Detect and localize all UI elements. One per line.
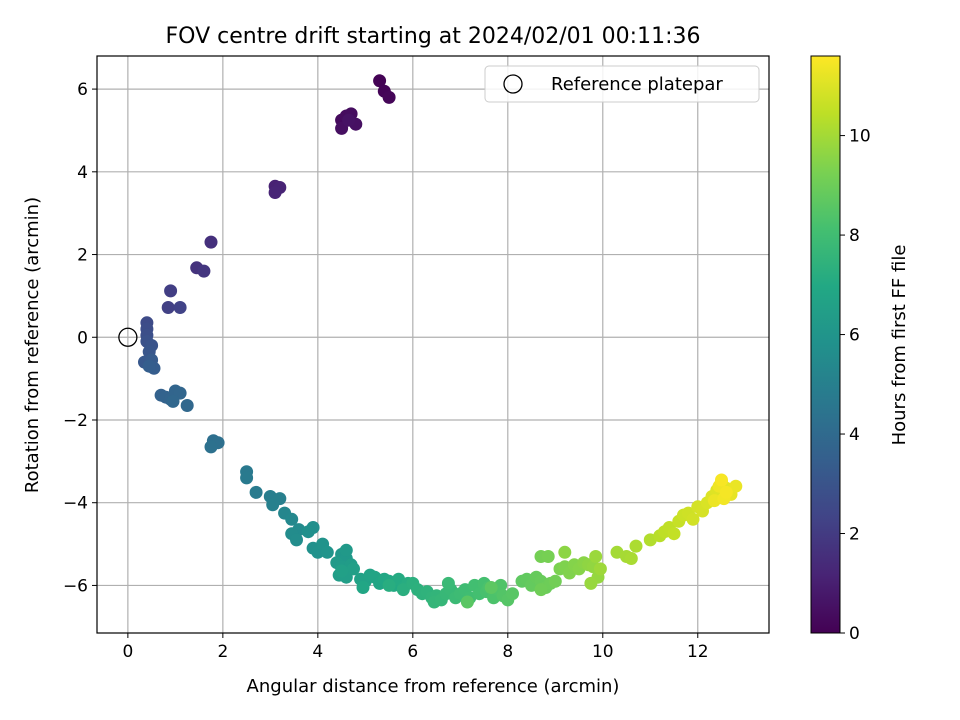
data-point bbox=[204, 440, 218, 454]
colorbar-tick-label: 10 bbox=[849, 127, 871, 147]
data-point bbox=[320, 545, 334, 559]
colorbar-ticks: 0 2 4 6 8 10 bbox=[840, 127, 871, 644]
data-point bbox=[686, 512, 700, 526]
x-axis: 0 2 4 6 8 10 12 bbox=[122, 633, 709, 662]
y-tick-label: −2 bbox=[63, 411, 88, 431]
data-point bbox=[484, 581, 498, 594]
x-tick-label: 8 bbox=[502, 642, 513, 662]
reference-platepar-marker bbox=[118, 327, 138, 347]
colorbar: 0 2 4 6 8 10 Hours from first FF file bbox=[810, 55, 910, 644]
data-point bbox=[249, 485, 263, 499]
data-point bbox=[197, 264, 211, 278]
y-tick-label: 4 bbox=[77, 163, 88, 183]
legend-reference-marker bbox=[503, 74, 523, 94]
data-point bbox=[142, 359, 156, 373]
y-tick-label: −6 bbox=[63, 576, 88, 596]
data-point bbox=[301, 525, 315, 539]
x-tick-label: 10 bbox=[592, 642, 614, 662]
data-point bbox=[460, 595, 474, 609]
data-point bbox=[335, 564, 349, 578]
legend-box bbox=[484, 65, 760, 103]
x-tick-label: 2 bbox=[217, 642, 228, 662]
reference-marker-group bbox=[118, 327, 138, 347]
data-point bbox=[589, 550, 603, 563]
data-point bbox=[719, 485, 733, 499]
x-axis-label: Angular distance from reference (arcmin) bbox=[247, 676, 620, 697]
data-point bbox=[161, 301, 175, 314]
y-tick-label: 6 bbox=[77, 80, 88, 100]
data-points bbox=[138, 74, 743, 609]
data-point bbox=[382, 90, 396, 104]
legend: Reference platepar bbox=[484, 65, 760, 103]
data-point bbox=[629, 539, 643, 553]
y-axis-label: Rotation from reference (arcmin) bbox=[22, 197, 43, 493]
data-point bbox=[166, 394, 180, 408]
data-point bbox=[290, 533, 303, 547]
colorbar-gradient bbox=[810, 55, 841, 634]
x-tick-label: 4 bbox=[312, 642, 323, 662]
data-point bbox=[548, 574, 562, 588]
x-tick-label: 12 bbox=[687, 642, 709, 662]
data-point bbox=[285, 512, 299, 526]
colorbar-tick-label: 4 bbox=[849, 425, 860, 445]
colorbar-tick-label: 2 bbox=[849, 525, 860, 545]
y-tick-label: −4 bbox=[63, 494, 88, 514]
data-point bbox=[173, 301, 187, 314]
data-point bbox=[266, 498, 280, 512]
plot-frame bbox=[96, 55, 770, 634]
x-tick-label: 6 bbox=[407, 642, 418, 662]
data-point bbox=[396, 583, 410, 597]
data-point bbox=[164, 284, 178, 298]
data-point bbox=[593, 562, 607, 576]
data-point bbox=[347, 562, 360, 576]
data-point bbox=[180, 399, 194, 412]
y-tick-label: 0 bbox=[77, 328, 88, 348]
data-point bbox=[584, 576, 598, 590]
legend-entry-reference-platepar: Reference platepar bbox=[551, 74, 723, 95]
colorbar-tick-label: 0 bbox=[849, 624, 860, 644]
data-point bbox=[373, 74, 387, 88]
data-point bbox=[204, 235, 218, 249]
x-tick-label: 0 bbox=[122, 642, 133, 662]
data-point bbox=[506, 587, 519, 601]
colorbar-tick-label: 6 bbox=[849, 326, 860, 346]
data-point bbox=[240, 471, 254, 485]
colorbar-label: Hours from first FF file bbox=[889, 245, 910, 446]
colorbar-tick-label: 8 bbox=[849, 226, 860, 246]
data-point bbox=[441, 576, 455, 590]
data-point bbox=[715, 473, 728, 487]
data-point bbox=[356, 581, 370, 594]
data-point bbox=[339, 543, 353, 557]
data-point bbox=[342, 113, 356, 127]
data-point bbox=[382, 578, 396, 592]
data-point bbox=[541, 550, 555, 563]
data-point bbox=[558, 545, 572, 559]
data-point bbox=[268, 186, 282, 199]
data-point bbox=[624, 552, 638, 565]
grid bbox=[97, 56, 769, 633]
data-point bbox=[729, 479, 743, 493]
data-point bbox=[667, 527, 681, 541]
y-axis: −6 −4 −2 0 2 4 6 bbox=[63, 80, 97, 596]
chart-title: FOV centre drift starting at 2024/02/01 … bbox=[166, 24, 701, 49]
data-point bbox=[534, 583, 548, 597]
y-tick-label: 2 bbox=[77, 246, 88, 266]
